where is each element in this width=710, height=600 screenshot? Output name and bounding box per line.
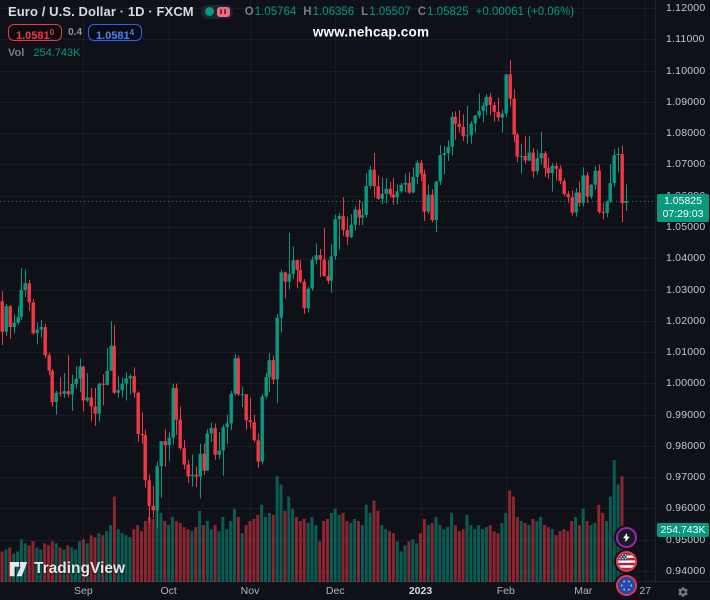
low-label: L xyxy=(361,5,369,18)
price-axis[interactable]: 1.05825 07:29:03 254.743K 1.12000 1.11000… xyxy=(655,0,710,582)
high-value: 1.06356 xyxy=(312,5,355,18)
price-tick-label: 1.04000 xyxy=(666,252,706,265)
tradingview-mark-icon xyxy=(9,561,28,576)
price-tick-label: 0.99000 xyxy=(666,408,706,421)
high-label: H xyxy=(303,5,312,18)
price-tick-label: 1.07000 xyxy=(666,158,706,171)
last-price-value: 1.05825 xyxy=(664,195,702,208)
price-tick-label: 0.96000 xyxy=(666,502,706,515)
price-tick-label: 1.10000 xyxy=(666,64,706,77)
watermark-text: www.nehcap.com xyxy=(312,24,430,40)
change-value: +0.00061 (+0.06%) xyxy=(475,5,575,18)
price-tick-label: 1.05000 xyxy=(666,220,706,233)
time-tick-label: 27 xyxy=(639,585,652,597)
lightning-event-button[interactable] xyxy=(616,527,637,548)
price-tick-label: 0.98000 xyxy=(666,439,706,452)
market-open-dot-icon xyxy=(204,7,214,16)
time-tick-label: Feb xyxy=(496,585,515,597)
ohlc-values: O 1.05764 H 1.06356 L 1.05507 C 1.05825 … xyxy=(245,6,574,18)
volume-indicator-label[interactable]: Vol xyxy=(8,47,25,59)
close-value: 1.05825 xyxy=(427,5,469,18)
market-status-toggle[interactable] xyxy=(200,4,233,19)
price-tick-label: 1.09000 xyxy=(666,95,706,108)
last-price-label: 1.05825 07:29:03 xyxy=(657,194,709,223)
low-value: 1.05507 xyxy=(369,5,411,18)
price-tick-label: 1.02000 xyxy=(666,314,706,327)
pause-icon xyxy=(216,6,230,17)
buy-ask-button[interactable]: 1.05814 xyxy=(88,24,143,42)
open-label: O xyxy=(244,5,254,18)
lightning-icon xyxy=(623,532,630,543)
open-value: 1.05764 xyxy=(254,5,297,18)
tradingview-logo[interactable]: TradingView xyxy=(9,560,125,578)
time-tick-label: Mar xyxy=(574,585,593,597)
price-tick-label: 1.12000 xyxy=(666,2,706,14)
us-event-button[interactable] xyxy=(616,551,637,572)
spread-value: 0.4 xyxy=(68,27,83,38)
eu-flag-icon xyxy=(618,577,635,594)
price-tick-label: 1.00000 xyxy=(666,377,706,390)
eu-event-button[interactable] xyxy=(616,575,637,596)
time-tick-label: 2023 xyxy=(408,585,433,597)
time-tick-label: Oct xyxy=(160,585,177,597)
symbol-title[interactable]: Euro / U.S. Dollar · 1D · FXCM xyxy=(8,4,194,19)
time-axis[interactable]: Sep Oct Nov Dec 2023 Feb Mar 27 xyxy=(0,581,710,600)
sell-bid-button[interactable]: 1.05810 xyxy=(8,24,63,42)
chart-legend: Euro / U.S. Dollar · 1D · FXCM O 1.05764… xyxy=(8,4,574,59)
price-tick-label: 0.94000 xyxy=(666,565,706,577)
bar-close-countdown: 07:29:03 xyxy=(662,208,704,221)
price-tick-label: 1.01000 xyxy=(666,346,706,359)
time-tick-label: Dec xyxy=(325,585,345,597)
price-tick-label: 1.08000 xyxy=(666,127,706,140)
price-tick-label: 1.11000 xyxy=(666,33,705,46)
chart-canvas[interactable] xyxy=(0,0,656,582)
close-label: C xyxy=(417,5,427,18)
last-volume-label: 254.743K xyxy=(657,523,709,538)
price-tick-label: 1.03000 xyxy=(666,283,706,296)
us-flag-icon xyxy=(618,553,635,570)
tradingview-logo-text: TradingView xyxy=(34,560,126,577)
time-tick-label: Sep xyxy=(74,585,93,597)
time-tick-label: Nov xyxy=(240,585,260,597)
price-tick-label: 0.97000 xyxy=(666,471,706,484)
volume-indicator-value: 254.743K xyxy=(33,47,81,59)
event-buttons xyxy=(616,527,637,599)
gear-icon[interactable] xyxy=(677,585,689,597)
candlestick-chart xyxy=(0,0,656,582)
